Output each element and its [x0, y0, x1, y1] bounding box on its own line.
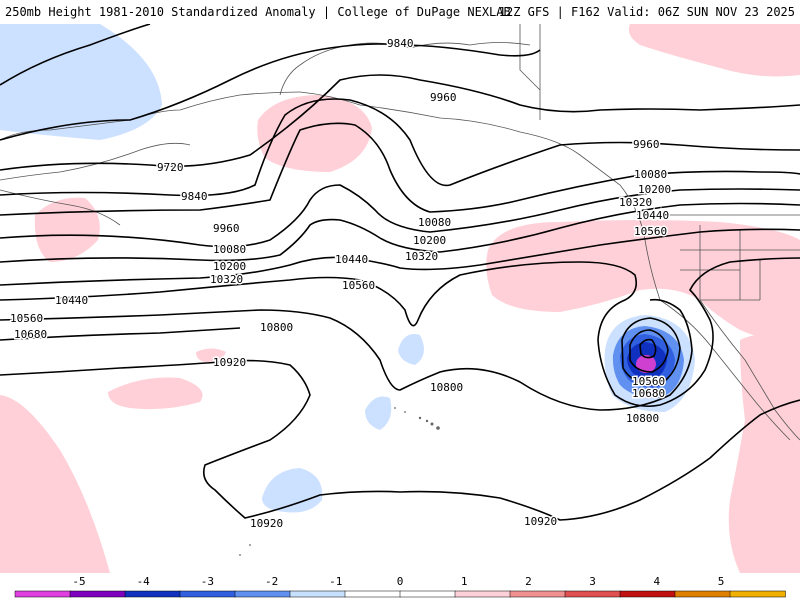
contour-label: 10800 — [430, 381, 463, 394]
contour-label: 10320 — [619, 196, 652, 209]
negative-anomaly-small-2 — [365, 396, 392, 430]
negative-anomaly-small-1 — [398, 334, 424, 365]
contour-label: 9840 — [181, 190, 208, 203]
legend-color-swatch — [14, 590, 71, 598]
legend-tick-label: 0 — [397, 575, 404, 588]
model-run-info: 12Z GFS | F162 Valid: 06Z SUN NOV 23 202… — [498, 5, 795, 19]
contour-label: 10080 — [418, 216, 451, 229]
contour-label: 10560 — [632, 375, 665, 388]
contour-label: 10440 — [335, 253, 368, 266]
contour-label: 10440 — [636, 209, 669, 222]
legend-color-swatch — [674, 590, 731, 598]
legend-tick-label: 2 — [525, 575, 532, 588]
legend-color-swatch — [344, 590, 401, 598]
legend-color-swatch — [619, 590, 676, 598]
contour-label: 10200 — [638, 183, 671, 196]
contour-label: 10440 — [55, 294, 88, 307]
positive-anomaly-south-pacific-west — [0, 395, 110, 573]
legend-color-swatch — [399, 590, 456, 598]
contour-label: 10680 — [14, 328, 47, 341]
contour-label: 10320 — [210, 273, 243, 286]
legend-color-swatch — [124, 590, 181, 598]
contour-label: 10800 — [260, 321, 293, 334]
contour-label: 10080 — [213, 243, 246, 256]
legend-tick-label: 4 — [653, 575, 660, 588]
legend-color-swatch — [179, 590, 236, 598]
positive-anomaly-mexico — [728, 333, 800, 573]
positive-anomaly-japan — [34, 197, 100, 262]
islands — [239, 407, 440, 556]
legend-tick-label: 1 — [461, 575, 468, 588]
positive-anomaly-nw-canada — [628, 24, 800, 77]
contour-label-group: 9720 9840 9840 9960 9960 9960 10080 1008… — [9, 36, 673, 532]
legend-tick-label: -3 — [201, 575, 214, 588]
contour-label: 9960 — [633, 138, 660, 151]
negative-anomaly-south — [262, 468, 323, 513]
legend-color-swatch — [289, 590, 346, 598]
contour-label: 10800 — [626, 412, 659, 425]
map-title: 250mb Height 1981-2010 Standardized Anom… — [5, 5, 511, 19]
contour-label: 10920 — [213, 356, 246, 369]
legend-color-swatch — [564, 590, 621, 598]
legend-color-swatch — [234, 590, 291, 598]
legend-tick-label: -2 — [265, 575, 278, 588]
contour-label: 10560 — [342, 279, 375, 292]
positive-anomaly-hawaii-west — [108, 377, 203, 410]
contour-label: 10920 — [524, 515, 557, 528]
legend-tick-label: -4 — [137, 575, 151, 588]
contour-label: 10080 — [634, 168, 667, 181]
contour-label: 9720 — [157, 161, 184, 174]
legend-tick-label: -5 — [72, 575, 85, 588]
positive-anomaly-small — [196, 348, 226, 362]
legend-color-swatch — [509, 590, 566, 598]
legend-tick-label: -1 — [329, 575, 342, 588]
legend-tick-label: 5 — [718, 575, 725, 588]
contour-label: 10680 — [632, 387, 665, 400]
contour-label: 10560 — [634, 225, 667, 238]
contour-label: 10320 — [405, 250, 438, 263]
weather-map: 9720 9840 9840 9960 9960 9960 10080 1008… — [0, 23, 800, 573]
height-contours — [0, 23, 800, 521]
color-scale-legend: -5 -4 -3 -2 -1 0 1 2 3 4 5 — [0, 573, 800, 600]
map-header: 250mb Height 1981-2010 Standardized Anom… — [0, 0, 800, 24]
contour-label: 9960 — [430, 91, 457, 104]
contour-label: 9840 — [387, 37, 414, 50]
legend-color-swatch — [69, 590, 126, 598]
contour-label: 10560 — [10, 312, 43, 325]
low-anomaly-core — [636, 355, 656, 373]
contour-label: 10200 — [213, 260, 246, 273]
contour-label: 9960 — [213, 222, 240, 235]
negative-anomaly-gulf-of-alaska — [0, 24, 162, 140]
legend-color-swatch — [454, 590, 511, 598]
legend-color-swatch — [729, 590, 786, 598]
contour-label: 10920 — [250, 517, 283, 530]
legend-tick-label: 3 — [589, 575, 596, 588]
contour-label: 10200 — [413, 234, 446, 247]
